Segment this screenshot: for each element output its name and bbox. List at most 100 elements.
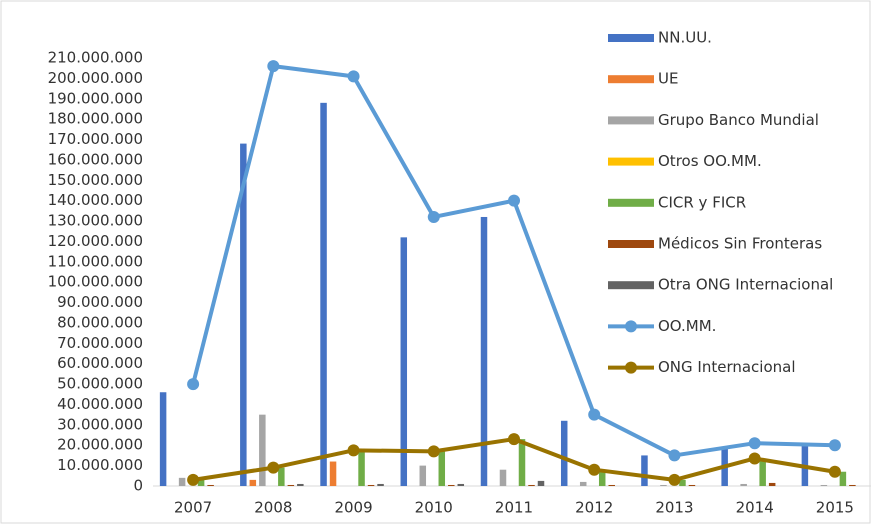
y-tick-label: 100.000.000 [48, 273, 143, 291]
bar [740, 483, 747, 486]
bar [207, 484, 214, 486]
y-tick-label: 90.000.000 [57, 293, 143, 311]
legend-swatch [608, 75, 654, 84]
line-marker [668, 449, 681, 462]
line-marker [748, 452, 761, 465]
y-tick-label: 120.000.000 [48, 232, 143, 250]
bar [759, 459, 766, 486]
bar [320, 102, 327, 486]
legend-swatch [608, 281, 654, 290]
bar [480, 216, 488, 486]
y-tick-label: 0 [133, 477, 143, 495]
line-marker [508, 433, 520, 446]
y-tick-label: 160.000.000 [48, 150, 143, 168]
y-tick-label: 70.000.000 [57, 334, 143, 352]
bar [197, 479, 205, 486]
line-marker [508, 194, 520, 207]
legend-swatch [608, 240, 654, 248]
line-marker [588, 408, 601, 421]
line-marker [668, 473, 681, 486]
bar [688, 484, 696, 486]
y-tick-label: 200.000.000 [48, 69, 143, 87]
legend-swatch [608, 116, 654, 125]
y-tick-label: 110.000.000 [48, 252, 143, 270]
line-marker [347, 444, 360, 457]
y-tick-label: 30.000.000 [57, 415, 143, 433]
legend-swatch [608, 198, 654, 207]
bar [849, 484, 856, 486]
bar [679, 479, 686, 486]
line-marker [748, 437, 761, 450]
legend-marker [625, 320, 637, 333]
legend-label: Otros OO.MM. [658, 152, 762, 170]
bar [518, 439, 526, 486]
bar [528, 484, 535, 486]
x-tick-label: 2011 [495, 499, 533, 517]
legend-swatch [608, 157, 654, 166]
bar [537, 480, 545, 486]
bar [377, 483, 384, 486]
bar [560, 420, 568, 486]
legend-label: Otra ONG Internacional [658, 276, 833, 294]
y-tick-label: 80.000.000 [57, 313, 143, 331]
line-marker [588, 463, 601, 476]
y-tick-label: 40.000.000 [57, 395, 143, 413]
bar [297, 483, 304, 486]
line-marker [828, 439, 841, 452]
line-marker [267, 60, 280, 73]
line-marker [187, 378, 200, 391]
line-marker [427, 210, 440, 223]
x-tick-label: 2015 [816, 499, 854, 517]
bar [259, 414, 266, 486]
bar [400, 237, 408, 486]
y-tick-label: 50.000.000 [57, 375, 143, 393]
y-tick-label: 140.000.000 [48, 191, 143, 209]
y-tick-label: 190.000.000 [48, 89, 143, 107]
y-tick-label: 130.000.000 [48, 212, 143, 230]
bar [367, 484, 375, 486]
x-tick-label: 2012 [575, 499, 613, 517]
legend-label: NN.UU. [658, 29, 712, 47]
bar [159, 392, 167, 486]
bar [598, 469, 606, 486]
legend-label: CICR y FICR [658, 193, 746, 211]
y-tick-label: 180.000.000 [48, 110, 143, 128]
x-tick-label: 2008 [254, 499, 292, 517]
y-tick-label: 210.000.000 [48, 49, 143, 67]
y-tick-label: 10.000.000 [57, 456, 143, 474]
line-marker [427, 445, 440, 458]
legend-label: ONG Internacional [658, 358, 796, 376]
y-tick-label: 60.000.000 [57, 354, 143, 372]
x-tick-label: 2009 [334, 499, 372, 517]
bar [448, 484, 455, 486]
bar [249, 479, 257, 486]
bar [608, 484, 615, 486]
bar [641, 455, 648, 486]
bar [358, 451, 365, 486]
y-tick-label: 150.000.000 [48, 171, 143, 189]
bar [287, 484, 295, 486]
bar [457, 483, 465, 486]
legend-marker [625, 361, 637, 374]
legend-label: OO.MM. [658, 317, 716, 335]
bar [278, 467, 285, 486]
x-tick-label: 2013 [655, 499, 693, 517]
x-tick-label: 2007 [174, 499, 212, 517]
legend-swatch [608, 34, 654, 42]
bar [820, 484, 828, 486]
bar [419, 465, 427, 486]
legend-label: Grupo Banco Mundial [658, 111, 819, 129]
bar [499, 469, 507, 486]
x-tick-label: 2014 [736, 499, 774, 517]
legend-label: UE [658, 70, 678, 88]
bar [438, 451, 446, 486]
y-tick-label: 170.000.000 [48, 130, 143, 148]
bar [579, 481, 587, 486]
line-marker [187, 473, 200, 486]
line-marker [347, 70, 360, 83]
line-marker [267, 461, 280, 474]
bar [329, 461, 337, 486]
bar [178, 477, 186, 486]
